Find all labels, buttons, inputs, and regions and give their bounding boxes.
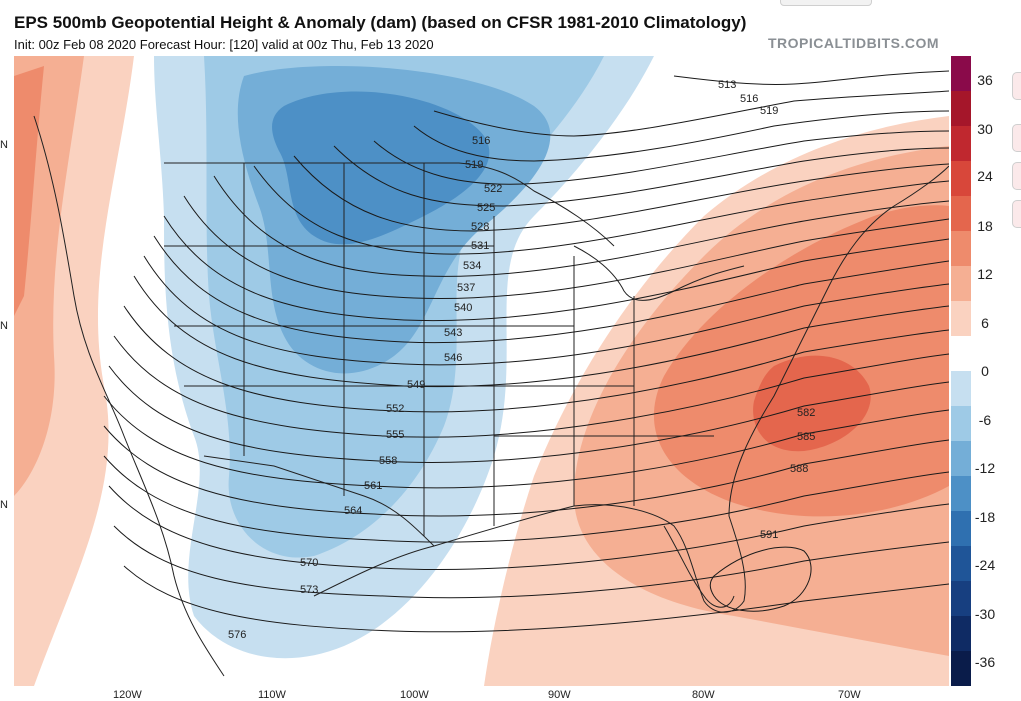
contour-label-546: 546 (444, 352, 462, 364)
colorbar-label-neg6: -6 (978, 412, 992, 428)
contour-label-519-west: 519 (465, 159, 483, 171)
colorbar-swatch (951, 651, 971, 686)
colorbar-swatch (951, 196, 971, 232)
brand-watermark[interactable]: TROPICALTIDBITS.COM (768, 35, 940, 51)
contour-label-537: 537 (457, 282, 475, 294)
contour-label-561: 561 (364, 480, 382, 492)
contour-label-573: 573 (300, 584, 318, 596)
great-lakes (573, 245, 745, 301)
colorbar-label-6: 6 (981, 315, 989, 331)
contour-label-552: 552 (386, 403, 404, 415)
contour-label-513: 513 (718, 79, 736, 91)
gulf-coastline (313, 165, 949, 613)
longitude-label-80w: 80W (692, 689, 715, 701)
side-button-3[interactable] (1012, 162, 1021, 190)
anomaly-colorbar (951, 56, 971, 686)
top-toolbar-button[interactable] (780, 0, 872, 6)
contour-label-516-east: 516 (740, 93, 758, 105)
colorbar-swatch (951, 616, 971, 652)
contour-label-525: 525 (477, 202, 495, 214)
contour-label-564: 564 (344, 505, 362, 517)
longitude-label-110w: 110W (258, 689, 286, 701)
colorbar-label-neg24: -24 (974, 557, 996, 573)
latitude-label-2: N (0, 320, 8, 332)
chart-title: EPS 500mb Geopotential Height & Anomaly … (14, 13, 747, 32)
anomaly-map: 513 516 516 519 519 522 525 528 531 534 … (14, 56, 949, 686)
canada-border (164, 162, 615, 247)
colorbar-swatch (951, 441, 971, 477)
contour-label-585: 585 (797, 431, 815, 443)
colorbar-swatch (951, 126, 971, 162)
colorbar-label-12: 12 (977, 266, 993, 282)
colorbar-swatch (951, 371, 971, 407)
contour-label-522: 522 (484, 183, 502, 195)
contour-label-519-east: 519 (760, 105, 778, 117)
west-coastline (33, 115, 225, 677)
colorbar-swatch (951, 91, 971, 127)
colorbar-label-24: 24 (977, 168, 993, 184)
colorbar-swatch (951, 56, 971, 92)
longitude-label-70w: 70W (838, 689, 861, 701)
colorbar-label-neg30: -30 (974, 606, 996, 622)
colorbar-swatch (951, 266, 971, 302)
contour-label-516-west: 516 (472, 135, 490, 147)
longitude-label-100w: 100W (400, 689, 429, 701)
height-contours (103, 70, 949, 633)
colorbar-label-0: 0 (981, 363, 989, 379)
contour-label-588: 588 (790, 463, 808, 475)
cold-anomaly-core (272, 91, 490, 245)
latitude-label-1: N (0, 139, 8, 151)
contour-label-576: 576 (228, 629, 246, 641)
colorbar-swatch (951, 581, 971, 617)
colorbar-label-neg18: -18 (974, 509, 996, 525)
contour-label-540: 540 (454, 302, 472, 314)
colorbar-swatch (951, 546, 971, 582)
colorbar-label-neg12: -12 (974, 460, 996, 476)
contour-label-531: 531 (471, 240, 489, 252)
colorbar-swatch (951, 406, 971, 442)
mexico-border (203, 455, 435, 547)
colorbar-label-18: 18 (977, 218, 993, 234)
colorbar-label-neg36: -36 (974, 654, 996, 670)
contour-label-582: 582 (797, 407, 815, 419)
contour-label-549: 549 (407, 379, 425, 391)
chart-subtitle: Init: 00z Feb 08 2020 Forecast Hour: [12… (14, 37, 434, 52)
contour-label-543: 543 (444, 327, 462, 339)
contour-label-528: 528 (471, 221, 489, 233)
colorbar-swatch (951, 336, 971, 372)
colorbar-swatch (951, 161, 971, 197)
contour-labels: 513 516 516 519 519 522 525 528 531 534 … (228, 79, 815, 641)
contour-label-591: 591 (760, 529, 778, 541)
colorbar-swatch (951, 476, 971, 512)
longitude-label-120w: 120W (113, 689, 142, 701)
colorbar-swatch (951, 511, 971, 547)
colorbar-swatch (951, 231, 971, 267)
colorbar-label-36: 36 (977, 72, 993, 88)
warm-anomaly-west-core (14, 66, 44, 316)
longitude-label-90w: 90W (548, 689, 571, 701)
contour-label-570: 570 (300, 557, 318, 569)
contour-label-534: 534 (463, 260, 481, 272)
contour-label-555: 555 (386, 429, 404, 441)
side-button-4[interactable] (1012, 200, 1021, 228)
latitude-label-3: N (0, 499, 8, 511)
colorbar-swatch (951, 301, 971, 337)
colorbar-label-30: 30 (977, 121, 993, 137)
geographic-borders (33, 115, 949, 677)
side-button-2[interactable] (1012, 124, 1021, 152)
contour-label-558: 558 (379, 455, 397, 467)
side-button-1[interactable] (1012, 72, 1021, 100)
